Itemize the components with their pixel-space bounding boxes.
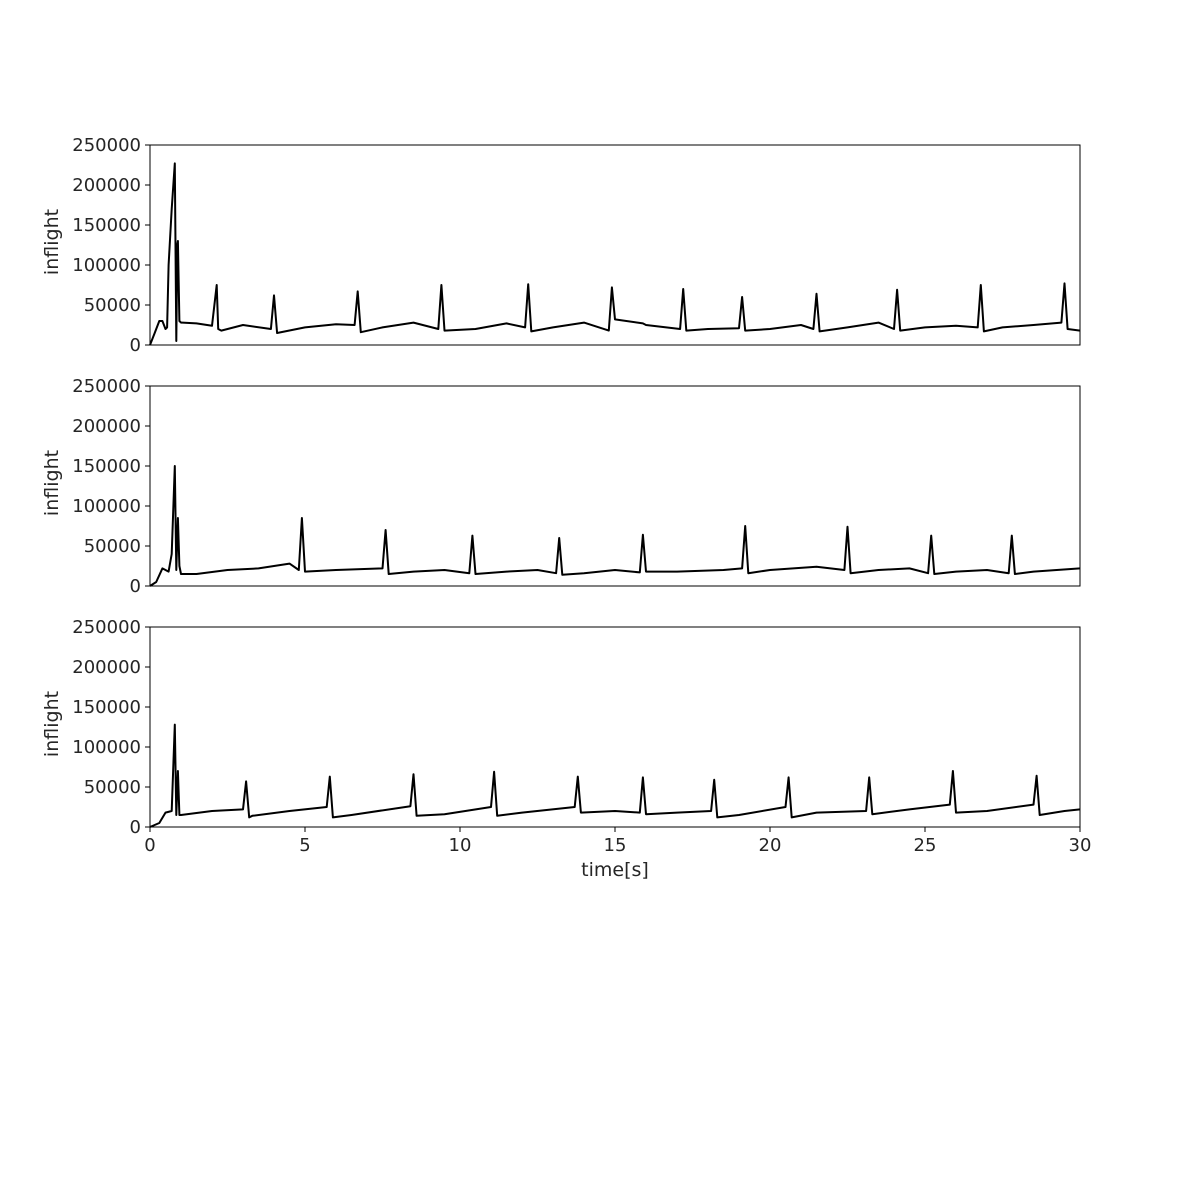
x-tick-label: 5 [299, 835, 310, 856]
y-tick-label: 250000 [72, 135, 141, 156]
y-tick-label: 50000 [84, 295, 141, 316]
y-tick-label: 100000 [72, 255, 141, 276]
y-tick-label: 200000 [72, 416, 141, 437]
y-tick-label: 150000 [72, 215, 141, 236]
y-tick-label: 250000 [72, 376, 141, 397]
x-tick-label: 10 [449, 835, 472, 856]
y-axis-label: inflight [41, 209, 63, 275]
x-tick-label: 0 [144, 835, 155, 856]
y-axis-label: inflight [41, 450, 63, 516]
series-line-1 [149, 162, 1081, 346]
y-tick-label: 200000 [72, 175, 141, 196]
subplot-stack: 0 50000 100000 150000 200000 250000 inflight 0 5… [41, 135, 1091, 856]
y-tick-label: 50000 [84, 777, 141, 798]
y-tick-label: 200000 [72, 657, 141, 678]
series-line-1 [149, 723, 1081, 828]
x-tick-label: 25 [914, 835, 937, 856]
y-tick-label: 50000 [84, 536, 141, 557]
x-tick-label: 30 [1069, 835, 1092, 856]
series-line-1 [149, 465, 1081, 587]
plot-frame [149, 385, 1081, 587]
y-tick-label: 150000 [72, 456, 141, 477]
y-tick-label: 100000 [72, 496, 141, 517]
y-axis-label: inflight [41, 691, 63, 757]
y-tick-label: 0 [130, 335, 141, 356]
y-tick-label: 0 [130, 817, 141, 838]
y-tick-label: 0 [130, 576, 141, 597]
y-tick-label: 250000 [72, 617, 141, 638]
x-axis-label: time[s] [581, 859, 649, 881]
subplot-3: 0 50000 100000 150000 200000 250000 0 5 10 15 20 25… [41, 617, 1091, 856]
x-tick-label: 20 [759, 835, 782, 856]
plot-frame [149, 144, 1081, 346]
x-tick-label: 15 [604, 835, 627, 856]
subplot-2: 0 50000 100000 150000 200000 250000 inflight [41, 376, 1081, 597]
y-tick-label: 100000 [72, 737, 141, 758]
y-tick-label: 150000 [72, 697, 141, 718]
subplot-1: 0 50000 100000 150000 200000 250000 inflight [41, 135, 1081, 356]
